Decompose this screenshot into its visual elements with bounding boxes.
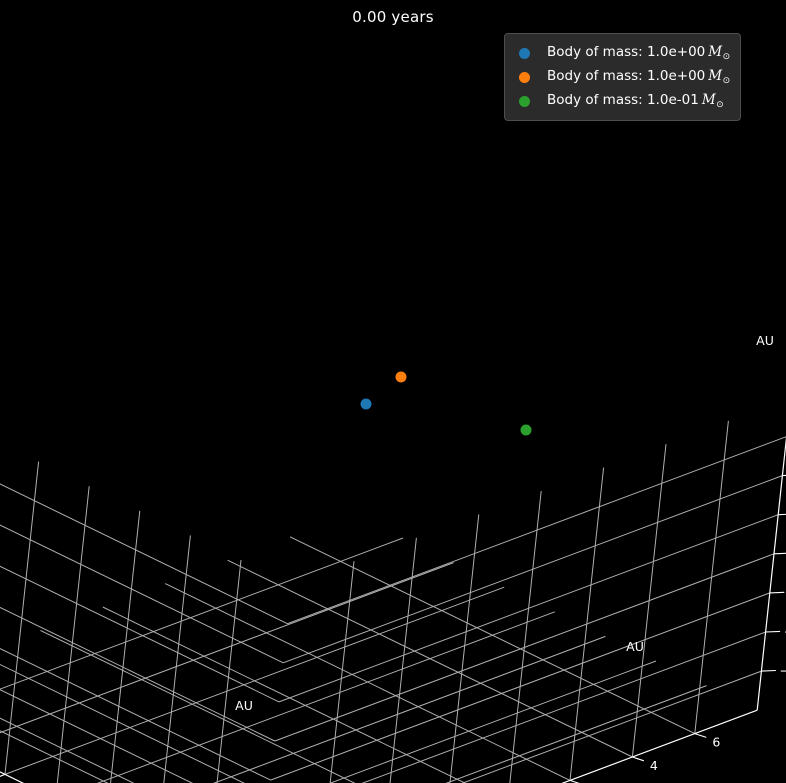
z-tick-label-1: −4 xyxy=(784,624,786,639)
z-tickmark xyxy=(773,552,786,555)
y-tickmark xyxy=(569,779,580,783)
circle-marker-icon xyxy=(513,95,535,107)
legend-label-1: Body of mass: 1.0e+00 M⊙ xyxy=(547,68,731,86)
z-tickmark xyxy=(761,669,776,672)
z-tick-label-0: −6 xyxy=(780,663,786,678)
pane-yz-gridlines xyxy=(270,420,786,783)
legend-entry-2[interactable]: Body of mass: 1.0e-01 M⊙ xyxy=(513,89,730,113)
y-tick-label-6: 6 xyxy=(712,734,720,749)
legend-label-2: Body of mass: 1.0e-01 M⊙ xyxy=(547,92,724,110)
x-tickmark xyxy=(0,773,6,777)
axis-tickmarks xyxy=(0,474,786,783)
axis-spines xyxy=(0,436,786,783)
y-tick-label-4: 2 xyxy=(588,781,596,783)
z-tickmark xyxy=(782,474,786,477)
y-tick-label-5: 4 xyxy=(650,758,658,773)
legend-entry-0[interactable]: Body of mass: 1.0e+00 M⊙ xyxy=(513,41,730,65)
axis-ticklabels: −6−4−20246−6−4−20246−6−4−20246 xyxy=(588,624,786,783)
z-tickmark xyxy=(778,513,786,516)
pane-xz-gridlines xyxy=(0,461,288,783)
y-tickmark xyxy=(632,756,645,762)
z-tickmark xyxy=(769,591,785,594)
page-title: 0.00 years xyxy=(352,8,434,26)
circle-marker-icon xyxy=(513,47,535,59)
circle-marker-icon xyxy=(513,71,535,83)
x-axis-label: AU xyxy=(235,698,253,713)
body-2-marker[interactable] xyxy=(395,371,407,383)
legend-entry-1[interactable]: Body of mass: 1.0e+00 M⊙ xyxy=(513,65,730,89)
pane-xy-gridlines xyxy=(0,536,707,783)
y-tickmark xyxy=(694,733,707,738)
z-axis-label: AU xyxy=(756,333,774,348)
z-tickmark xyxy=(765,630,781,633)
legend: Body of mass: 1.0e+00 M⊙ Body of mass: 1.… xyxy=(504,33,742,121)
data-markers xyxy=(360,371,532,436)
y-axis-label: AU xyxy=(626,639,644,654)
axis-labels: AU AU AU xyxy=(235,333,774,713)
body-1-marker[interactable] xyxy=(360,398,372,410)
body-3-marker[interactable] xyxy=(520,424,532,436)
legend-label-0: Body of mass: 1.0e+00 M⊙ xyxy=(547,44,731,62)
